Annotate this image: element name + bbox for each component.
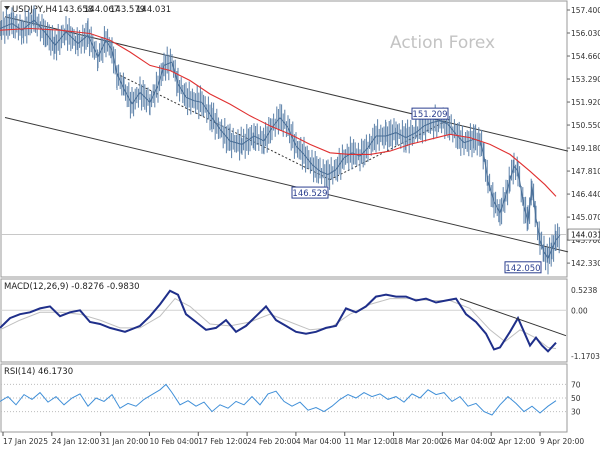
macd-layer [0, 289, 567, 353]
time-axis-label: 9 Apr 20:00 [540, 437, 584, 446]
price-axis-label: 156.030 [571, 29, 600, 38]
price-axis-label: 157.400 [571, 6, 600, 15]
macd-signal-line [0, 297, 557, 350]
rsi-axis-label: 70 [571, 380, 581, 389]
rsi-layer [0, 383, 567, 416]
time-axis-label: 18 Mar 20:00 [394, 437, 444, 446]
price-annotation-box [291, 186, 329, 199]
price-annotation: 146.529 [291, 186, 329, 199]
price-axis-label: 151.920 [571, 98, 600, 107]
time-axis-label: 24 Feb 20:00 [247, 437, 296, 446]
macd-header: MACD(12,26,9) -0.8276 -0.9830 [4, 282, 140, 292]
macd-line [0, 289, 557, 353]
price-annotation-text: 146.529 [292, 189, 327, 199]
time-axis-label: 31 Jan 20:00 [101, 437, 149, 446]
rsi-axis-label: 30 [571, 408, 581, 417]
time-axis-label: 24 Jan 12:00 [52, 437, 100, 446]
ohlc-high: 144.067 [84, 5, 119, 15]
macd-axis-label: 0.5238 [571, 286, 597, 295]
ohlc-low: 143.579 [110, 5, 145, 15]
price-annotation: 151.209 [411, 107, 449, 120]
price-line [0, 19, 561, 260]
axis-layer: 157.400 156.030 154.660 153.290 151.920 150.5… [2, 6, 600, 446]
current-price-label: 144.031 [571, 231, 600, 240]
macd-trendline [459, 298, 567, 337]
time-axis-label: 11 Mar 12:00 [345, 437, 395, 446]
price-axis-label: 153.290 [571, 75, 600, 84]
price-annotation-box [504, 261, 542, 274]
time-axis-label: 2 Apr 12:00 [491, 437, 535, 446]
price-annotation-text: 151.209 [412, 110, 447, 120]
moving-average-line [0, 27, 557, 197]
price-axis-label: 154.660 [571, 52, 600, 61]
rsi-header: RSI(14) 46.1730 [4, 367, 73, 377]
current-price-tag [567, 228, 600, 241]
price-layer: 151.209 146.529 142.050 [0, 5, 569, 275]
time-axis-label: 10 Feb 04:00 [149, 437, 198, 446]
rsi-line [0, 383, 557, 416]
time-axis-label: 26 Mar 04:00 [442, 437, 492, 446]
price-axis-label: 145.070 [571, 213, 600, 222]
time-axis-label: 17 Jan 2025 [3, 437, 48, 446]
price-axis-label: 146.440 [571, 190, 600, 199]
price-annotation: 142.050 [504, 261, 542, 274]
macd-axis-label: 0.00 [571, 306, 588, 315]
dropdown-triangle-icon[interactable] [4, 6, 10, 10]
ohlc-close: 144.031 [136, 5, 171, 15]
price-candles [0, 5, 560, 275]
time-axis-label: 4 Mar 04:00 [296, 437, 342, 446]
ohlc-open: 143.658 [58, 5, 93, 15]
rsi-axis-label: 50 [571, 394, 581, 403]
price-annotation-box [411, 107, 449, 120]
chart-header: USDJPY,H4 143.658 144.067 143.579 144.03… [4, 5, 171, 15]
price-axis-label: 142.330 [571, 259, 600, 268]
price-panel-frame [0, 0, 568, 278]
symbol-header: USDJPY,H4 [12, 5, 57, 15]
price-axis-label: 150.550 [571, 121, 600, 130]
price-axis-label: 147.810 [571, 167, 600, 176]
macd-panel-frame [0, 278, 568, 363]
channel-lower-line [4, 117, 569, 253]
time-axis-label: 17 Feb 12:00 [198, 437, 247, 446]
price-axis-label: 143.700 [571, 236, 600, 245]
watermark: Action Forex [390, 33, 495, 53]
price-annotation-text: 142.050 [505, 264, 540, 274]
macd-axis-label: -1.1703 [571, 352, 600, 361]
price-axis-label: 149.180 [571, 144, 600, 153]
